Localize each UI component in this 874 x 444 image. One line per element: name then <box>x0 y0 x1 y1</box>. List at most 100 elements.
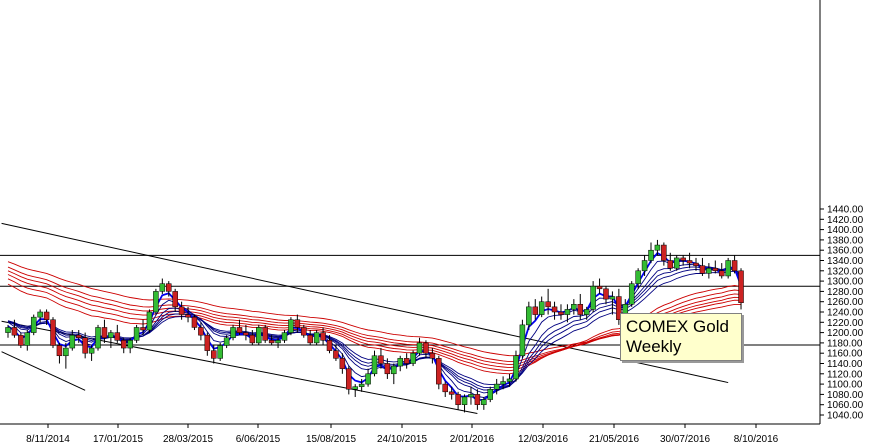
candle-body <box>178 306 185 315</box>
candle-body <box>436 358 442 385</box>
candle-body <box>680 257 686 261</box>
candle <box>725 257 731 279</box>
candle-body <box>159 283 166 292</box>
candle <box>262 324 268 343</box>
candle-body <box>699 265 706 274</box>
candle <box>275 337 281 349</box>
x-axis: 8/11/2014 17/01/2015 28/03/2015 6/06/2015 15… <box>0 423 820 444</box>
candle-body <box>442 383 448 393</box>
candle <box>198 322 204 341</box>
candle <box>391 363 397 385</box>
candle <box>108 330 114 349</box>
y-tick-label: 1440.00 <box>827 205 864 216</box>
candle-body <box>448 391 455 395</box>
candle <box>571 299 577 315</box>
candle-body <box>24 332 31 346</box>
long-ema-line <box>7 283 742 375</box>
candle-body <box>191 316 198 328</box>
candle-body <box>455 394 461 405</box>
candle-body <box>320 332 326 341</box>
candle <box>532 299 539 320</box>
long-ema-line <box>7 270 742 366</box>
candle-body <box>564 309 571 315</box>
candle <box>288 317 294 336</box>
candle <box>371 350 378 377</box>
candle-body <box>654 244 661 251</box>
candle <box>5 324 11 338</box>
trendline <box>1 222 729 384</box>
candle <box>339 353 346 374</box>
candle <box>320 327 326 346</box>
candle-body <box>397 358 403 367</box>
candle <box>185 306 191 323</box>
candle <box>313 330 320 346</box>
candle <box>18 332 24 349</box>
candle-body <box>230 327 236 339</box>
y-tick-label: 1080.00 <box>827 390 864 401</box>
candle <box>468 386 474 405</box>
y-tick-label: 1200.00 <box>827 328 864 339</box>
trendline <box>1 351 86 391</box>
candle <box>455 391 461 410</box>
candle-body <box>365 373 371 385</box>
candle-body <box>11 327 18 336</box>
y-tick-label: 1380.00 <box>827 235 864 246</box>
candle-body <box>56 345 63 357</box>
y-tick-label: 1300.00 <box>827 277 864 288</box>
candle <box>731 255 738 274</box>
candle <box>667 252 674 271</box>
candle-body <box>391 365 397 375</box>
candle <box>127 337 133 354</box>
candle <box>429 348 436 364</box>
candle-body <box>358 383 365 387</box>
candle <box>178 301 185 320</box>
candle <box>583 306 590 320</box>
x-tick-label: 6/06/2015 <box>236 434 281 444</box>
candle-body <box>75 334 82 338</box>
candle <box>69 330 76 351</box>
x-tick-label: 8/10/2016 <box>734 434 779 444</box>
candle-body <box>712 267 719 272</box>
candle <box>654 239 661 256</box>
candle-body <box>513 355 519 380</box>
candle <box>596 278 603 294</box>
candle <box>603 286 609 305</box>
chart-title-box: COMEX Gold Weekly <box>620 313 742 361</box>
candle-body <box>236 327 243 333</box>
candle <box>706 263 712 279</box>
candle <box>101 319 108 343</box>
candle-body <box>294 319 301 328</box>
plot-area <box>0 222 820 414</box>
candle-body <box>153 291 159 313</box>
candle <box>538 296 545 318</box>
candle-body <box>101 327 108 339</box>
candle <box>191 314 198 331</box>
candle <box>243 324 249 341</box>
candle-body <box>249 334 256 344</box>
candle <box>256 324 262 346</box>
candle <box>50 317 56 349</box>
candle-body <box>378 355 384 364</box>
chart-subtitle: Weekly <box>626 337 682 356</box>
candle-body <box>641 260 648 272</box>
candle-body <box>30 316 37 333</box>
candle <box>590 281 596 312</box>
candle <box>506 373 513 387</box>
candle-body <box>82 337 88 354</box>
candle <box>519 319 526 359</box>
candle-body <box>583 309 590 315</box>
candle-body <box>339 358 346 369</box>
candle <box>416 337 423 356</box>
candle <box>333 345 339 361</box>
candle-body <box>69 334 76 349</box>
candle <box>30 314 37 336</box>
candle-body <box>731 260 738 272</box>
candle <box>120 337 127 354</box>
candle-body <box>551 306 558 313</box>
candle <box>487 386 493 403</box>
candle <box>410 350 416 367</box>
candle-body <box>410 352 416 364</box>
x-tick-label: 21/05/2016 <box>589 434 639 444</box>
y-tick-label: 1180.00 <box>827 338 863 349</box>
candle-body <box>133 327 140 341</box>
